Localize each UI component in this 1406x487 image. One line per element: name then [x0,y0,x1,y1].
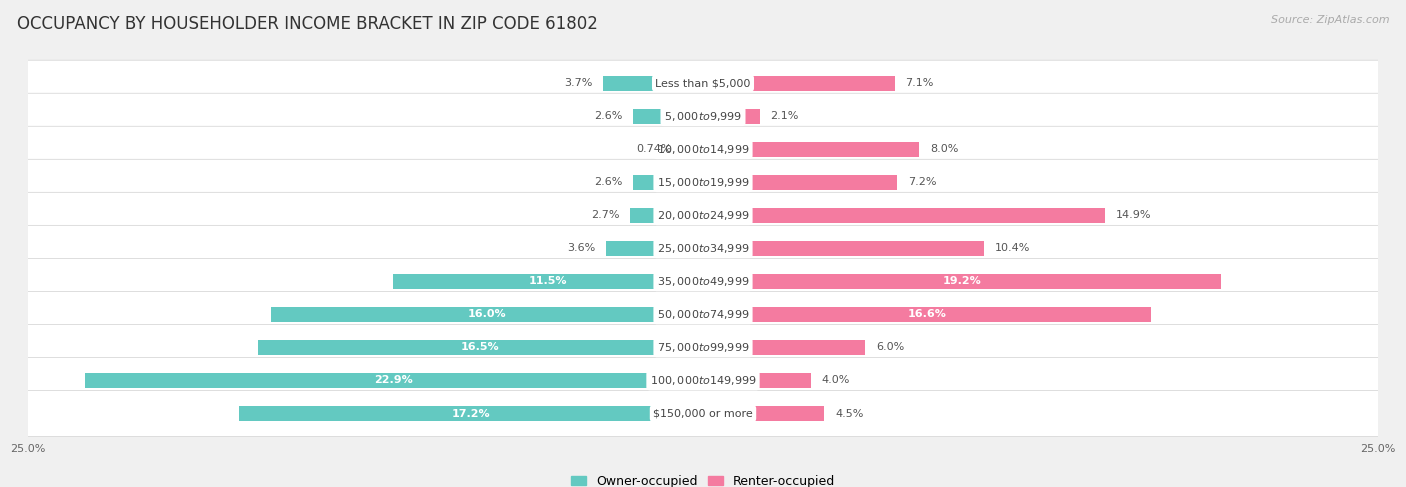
Bar [703,241,984,256]
Bar [703,274,1222,289]
FancyBboxPatch shape [24,259,1382,304]
Bar [606,241,703,256]
Text: 4.5%: 4.5% [835,409,863,418]
FancyBboxPatch shape [24,324,1382,371]
Bar [703,373,811,388]
FancyBboxPatch shape [24,126,1382,172]
Bar [84,373,703,388]
Text: 2.1%: 2.1% [770,111,799,121]
FancyBboxPatch shape [24,391,1382,436]
FancyBboxPatch shape [24,357,1382,403]
Bar [633,175,703,189]
Text: $75,000 to $99,999: $75,000 to $99,999 [657,341,749,354]
Text: 2.7%: 2.7% [591,210,619,220]
Text: $25,000 to $34,999: $25,000 to $34,999 [657,242,749,255]
Text: 2.6%: 2.6% [593,177,621,187]
Text: 0.74%: 0.74% [637,144,672,154]
Text: 19.2%: 19.2% [943,277,981,286]
Text: 16.5%: 16.5% [461,342,499,353]
Text: 7.1%: 7.1% [905,78,934,88]
Bar [703,76,894,91]
Text: $150,000 or more: $150,000 or more [654,409,752,418]
Text: $50,000 to $74,999: $50,000 to $74,999 [657,308,749,321]
Text: 16.0%: 16.0% [468,309,506,319]
Text: 16.6%: 16.6% [908,309,946,319]
Text: OCCUPANCY BY HOUSEHOLDER INCOME BRACKET IN ZIP CODE 61802: OCCUPANCY BY HOUSEHOLDER INCOME BRACKET … [17,15,598,33]
Bar [703,406,824,421]
Text: $15,000 to $19,999: $15,000 to $19,999 [657,176,749,189]
Bar [703,307,1152,322]
Text: 11.5%: 11.5% [529,277,567,286]
FancyBboxPatch shape [24,94,1382,139]
Text: 2.6%: 2.6% [593,111,621,121]
Bar [630,208,703,223]
Bar [633,109,703,124]
Text: 8.0%: 8.0% [929,144,957,154]
Bar [392,274,703,289]
Bar [703,109,759,124]
Text: $5,000 to $9,999: $5,000 to $9,999 [664,110,742,123]
FancyBboxPatch shape [24,291,1382,337]
Legend: Owner-occupied, Renter-occupied: Owner-occupied, Renter-occupied [567,470,839,487]
Bar [703,142,920,157]
Text: $100,000 to $149,999: $100,000 to $149,999 [650,374,756,387]
Text: 14.9%: 14.9% [1116,210,1152,220]
Text: 6.0%: 6.0% [876,342,904,353]
Text: 17.2%: 17.2% [451,409,491,418]
Text: Source: ZipAtlas.com: Source: ZipAtlas.com [1271,15,1389,25]
Text: $35,000 to $49,999: $35,000 to $49,999 [657,275,749,288]
Text: 10.4%: 10.4% [994,244,1031,253]
Bar [257,340,703,355]
Bar [603,76,703,91]
Text: $10,000 to $14,999: $10,000 to $14,999 [657,143,749,156]
Text: 4.0%: 4.0% [821,375,851,386]
Text: 7.2%: 7.2% [908,177,936,187]
FancyBboxPatch shape [24,225,1382,271]
Bar [703,340,865,355]
Text: 22.9%: 22.9% [374,375,413,386]
Bar [239,406,703,421]
Bar [703,175,897,189]
Text: 3.7%: 3.7% [564,78,592,88]
Text: $20,000 to $24,999: $20,000 to $24,999 [657,209,749,222]
Bar [703,208,1105,223]
FancyBboxPatch shape [24,159,1382,206]
Bar [271,307,703,322]
Bar [683,142,703,157]
Text: 3.6%: 3.6% [567,244,595,253]
FancyBboxPatch shape [24,192,1382,238]
Text: Less than $5,000: Less than $5,000 [655,78,751,88]
FancyBboxPatch shape [24,60,1382,106]
